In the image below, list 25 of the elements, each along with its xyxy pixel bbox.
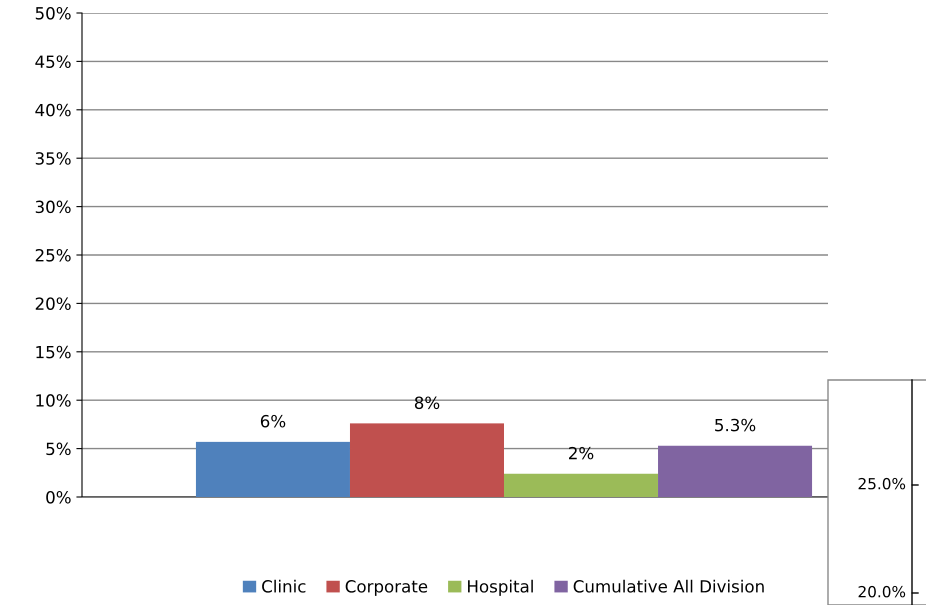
y-tick-label: 15% <box>36 346 71 358</box>
legend-label: Hospital <box>468 580 533 596</box>
y-tick-label: 10% <box>36 394 71 407</box>
legend-label: Corporate <box>346 580 428 596</box>
legend-label: Cumulative All Division <box>574 580 764 593</box>
data-label: 5.3% <box>715 418 756 432</box>
bar <box>350 423 504 497</box>
bar <box>658 446 812 497</box>
legend-label: Clinic <box>262 580 306 593</box>
y-tick-label: 25% <box>36 248 71 262</box>
text: 25.0% <box>858 478 906 490</box>
y-tick-label: 45% <box>35 55 71 68</box>
bar <box>504 474 658 497</box>
data-label: 2% <box>569 446 594 460</box>
y-tick-label: 20% <box>36 297 71 310</box>
y-tick-label: 35% <box>36 152 71 165</box>
y-tick-label: 40% <box>35 104 71 116</box>
y-tick-label: 30% <box>36 200 71 214</box>
data-label: 6% <box>260 414 286 428</box>
bar <box>196 442 350 497</box>
y-tick-label: 5% <box>46 442 71 456</box>
y-tick-label: 0% <box>46 490 71 504</box>
data-label: 8% <box>414 396 440 410</box>
text: 20.0% <box>858 586 906 598</box>
y-tick-label: 50% <box>36 6 71 20</box>
